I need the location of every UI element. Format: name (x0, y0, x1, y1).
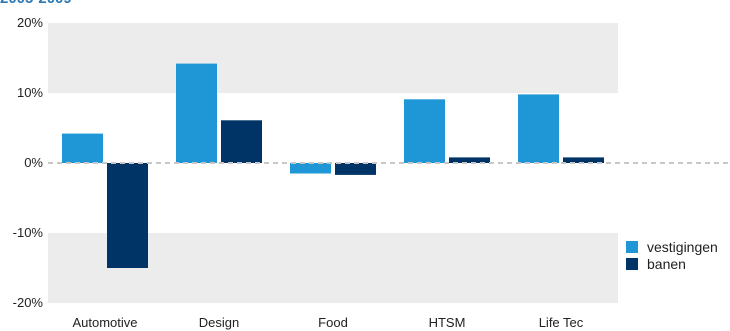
x-tick-label: HTSM (429, 315, 466, 330)
x-tick-label: Design (199, 315, 239, 330)
y-axis-ticks: 20% 10% 0% -10% -20% (13, 15, 44, 310)
y-tick-label: 10% (17, 85, 43, 100)
legend-label: vestigingen (647, 239, 718, 255)
bars (62, 63, 604, 268)
bar-vestigingen (404, 99, 445, 163)
bar-banen (335, 163, 376, 175)
legend-swatch (626, 241, 638, 253)
x-axis-labels: Automotive Design Food HTSM Life Tec (72, 315, 583, 330)
legend-swatch (626, 258, 638, 270)
bar-banen (563, 157, 604, 163)
bar-banen (449, 157, 490, 163)
y-tick-label: 0% (24, 155, 43, 170)
y-tick-label: -20% (13, 295, 44, 310)
chart-subtitle: 2005-2009 (0, 0, 72, 7)
bar-vestigingen (176, 63, 217, 163)
legend-label: banen (647, 256, 686, 272)
bar-vestigingen (290, 163, 331, 174)
bar-vestigingen (62, 133, 103, 163)
x-tick-label: Life Tec (539, 315, 584, 330)
grid-band (48, 23, 618, 93)
bar-vestigingen (518, 94, 559, 163)
x-tick-label: Food (318, 315, 348, 330)
y-tick-label: -10% (13, 225, 44, 240)
y-tick-label: 20% (17, 15, 43, 30)
bar-banen (107, 163, 148, 268)
bar-banen (221, 120, 262, 163)
x-tick-label: Automotive (72, 315, 137, 330)
